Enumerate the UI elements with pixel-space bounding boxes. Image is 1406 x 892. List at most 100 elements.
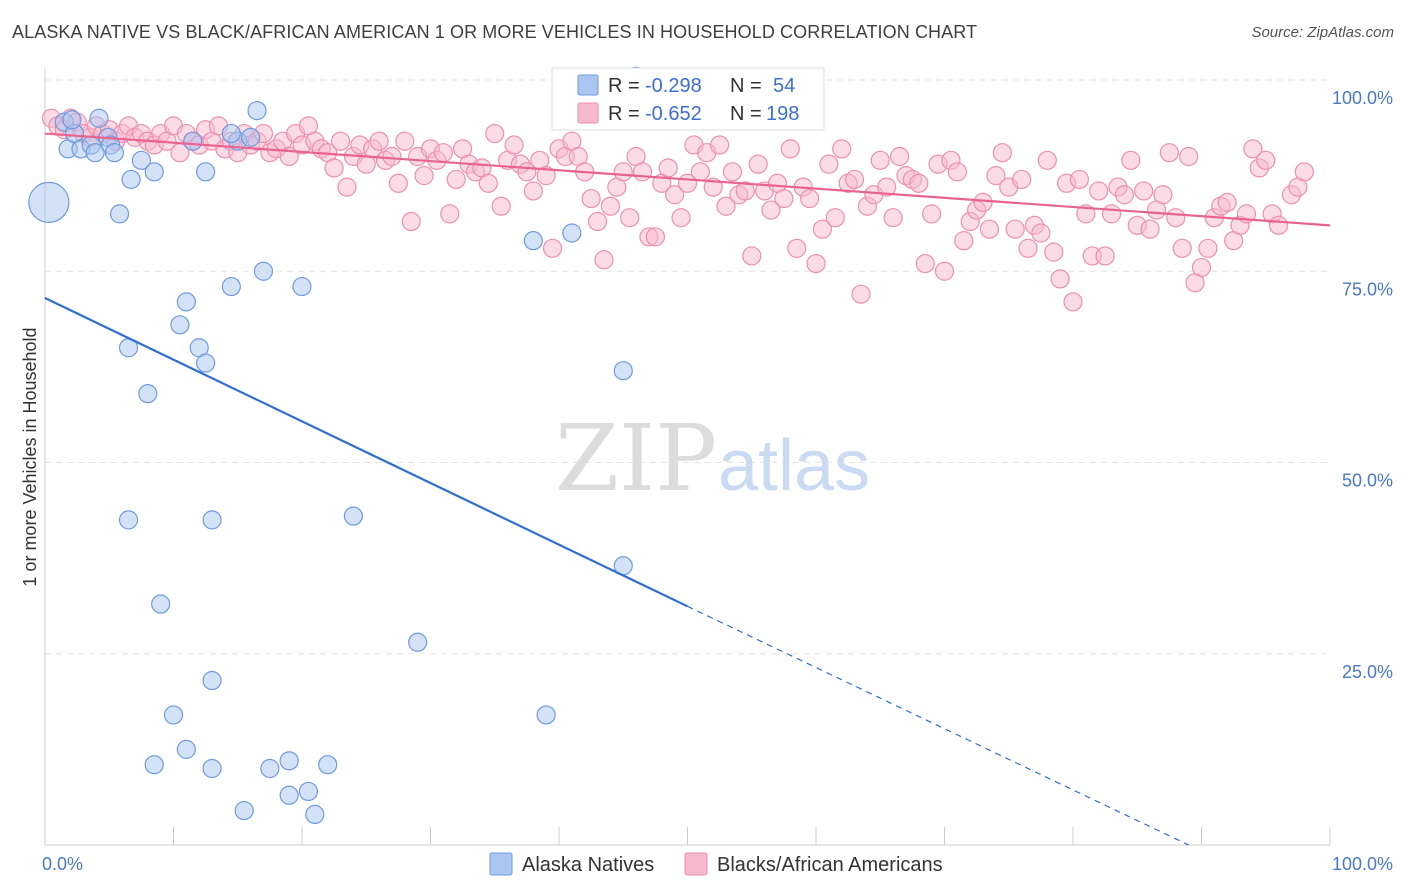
blacks-point-84 [581,188,601,209]
y-axis-label: 1 or more Vehicles in Household [20,327,40,586]
legend-r-label-blacks: R = [608,103,640,125]
blacks-point-115 [780,139,800,159]
blacks-point-167 [1114,185,1135,205]
chart-title: ALASKA NATIVE VS BLACK/AFRICAN AMERICAN … [12,22,978,42]
alaska-point-44 [318,755,338,775]
blacks-point-179 [1191,257,1212,278]
alaska-point-18 [183,131,203,151]
blacks-point-45 [330,131,351,151]
blacks-point-56 [401,211,421,232]
y-tick-label-3: 25.0% [1342,662,1393,682]
series-blacks-points [41,108,1314,312]
blacks-point-77 [536,166,556,186]
blacks-point-72 [504,135,524,155]
alaska-point-48 [523,231,543,251]
alaska-point-7 [85,143,105,163]
series-alaska-points [28,66,646,825]
alaska-point-42 [298,781,319,802]
blacks-point-90 [620,208,640,228]
alaska-point-38 [202,758,222,779]
blacks-point-159 [1063,292,1083,312]
blacks-point-123 [832,139,852,159]
blacks-point-191 [1268,215,1289,235]
alaska-point-39 [260,758,280,779]
blacks-point-147 [986,166,1006,186]
blacks-point-108 [735,181,755,201]
alaska-point-17 [176,292,196,312]
blacks-point-122 [825,208,845,228]
blacks-point-44 [324,158,344,178]
source-label: Source: ZipAtlas.com [1251,24,1394,41]
legend: R = -0.298 N = 54 R = -0.652 N = 198 [551,67,825,131]
blacks-point-145 [973,192,993,212]
blacks-point-114 [774,188,794,209]
alaska-point-4 [62,110,82,130]
blacks-point-116 [787,238,807,258]
blacks-point-92 [632,162,653,182]
blacks-point-109 [742,246,762,266]
blacks-point-105 [716,196,736,216]
blacks-trend-line [44,132,1331,227]
blacks-point-112 [761,200,781,220]
alaska-point-46 [343,506,363,526]
blacks-point-142 [954,231,974,251]
legend-swatch-alaska [577,74,599,96]
watermark: ZIP atlas [555,405,870,512]
alaska-point-27 [253,261,274,281]
blacks-point-152 [1018,238,1038,258]
alaska-point-0 [28,181,70,223]
blacks-point-104 [710,135,730,155]
blacks-point-53 [382,146,402,167]
blacks-point-177 [1179,146,1199,167]
alaska-point-41 [279,785,299,805]
watermark-atlas: atlas [718,426,870,506]
bottom-legend: Alaska Natives Blacks/African Americans [489,852,943,876]
alaska-trend-line [44,297,688,608]
blacks-point-118 [799,188,820,209]
blacks-point-175 [1166,208,1186,228]
legend-n-label-blacks: N = [730,103,762,125]
blacks-point-119 [806,254,826,274]
blacks-point-176 [1172,238,1192,258]
legend-swatch-blacks [577,102,599,124]
bottom-legend-label-alaska: Alaska Natives [522,854,654,876]
blacks-point-168 [1121,150,1141,170]
blacks-point-78 [542,238,563,258]
alaska-point-40 [279,751,299,771]
blacks-point-126 [851,284,871,304]
blacks-point-120 [812,219,833,239]
alaska-point-25 [241,127,261,147]
alaska-point-31 [118,510,139,530]
alaska-point-16 [170,315,190,335]
blacks-point-148 [992,143,1012,163]
blacks-point-155 [1037,150,1057,170]
legend-n-value-blacks: 198 [766,103,799,125]
alaska-point-13 [121,169,141,190]
alaska-point-34 [202,670,222,691]
blacks-point-130 [877,177,897,197]
blacks-point-129 [870,150,890,170]
blacks-point-163 [1089,181,1109,201]
bottom-legend-label-blacks: Blacks/African Americans [717,854,943,876]
blacks-point-89 [613,162,633,182]
alaska-point-52 [536,705,556,725]
alaska-point-22 [221,276,241,297]
bottom-legend-swatch-alaska [489,852,513,876]
blacks-point-189 [1256,150,1276,170]
blacks-point-146 [979,219,1000,239]
blacks-point-55 [395,131,415,151]
blacks-point-170 [1134,181,1154,201]
alaska-point-50 [613,361,633,381]
alaska-point-43 [305,804,325,825]
alaska-point-47 [408,632,428,652]
blacks-point-86 [594,250,614,270]
tick-labels: 100.0% 75.0% 50.0% 25.0% 0.0% 100.0% [42,88,1393,874]
blacks-point-131 [883,208,903,228]
blacks-point-110 [748,154,768,174]
blacks-point-70 [491,196,511,216]
alaska-point-11 [104,143,124,163]
blacks-point-154 [1031,223,1051,243]
blacks-point-180 [1198,238,1218,258]
alaska-point-32 [202,510,222,530]
